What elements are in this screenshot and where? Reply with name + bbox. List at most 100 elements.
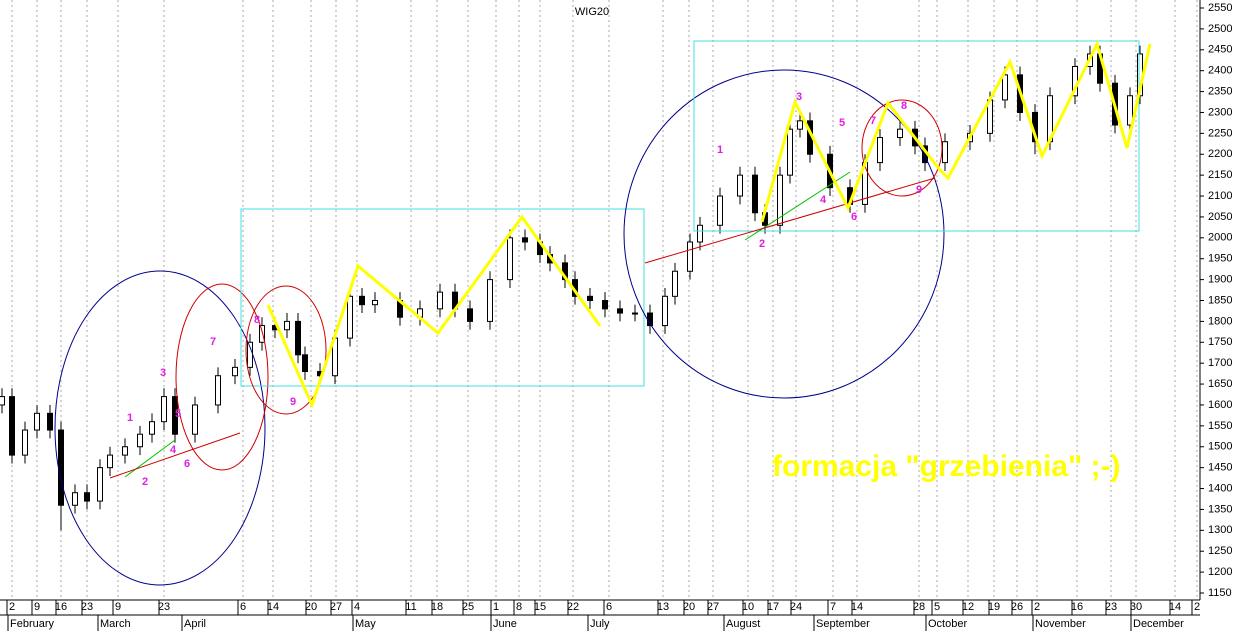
candle-body	[84, 492, 90, 502]
x-tick-label: 4	[354, 601, 360, 613]
x-tick-label: 2	[1034, 601, 1040, 613]
y-tick-label: 2550	[1208, 2, 1232, 14]
x-tick-label: 5	[934, 601, 940, 613]
y-tick-label: 1350	[1208, 503, 1232, 515]
candle-body	[877, 137, 883, 164]
x-tick-label: 9	[115, 601, 121, 613]
candle-body	[0, 396, 5, 406]
candle-body	[9, 396, 15, 456]
wave-label: 5	[839, 117, 845, 129]
x-tick-label: 19	[988, 601, 1000, 613]
candle-body	[259, 325, 265, 343]
candle-body	[602, 300, 608, 310]
x-tick-label: 2	[1194, 601, 1200, 613]
candle-body	[137, 433, 143, 448]
x-tick-label: 13	[657, 601, 669, 613]
x-tick-label: 25	[462, 601, 474, 613]
y-tick-label: 1300	[1208, 524, 1232, 536]
month-label: December	[1133, 618, 1184, 630]
y-tick-label: 1600	[1208, 399, 1232, 411]
y-tick-label: 1500	[1208, 441, 1232, 453]
x-tick-label: 8	[516, 601, 522, 613]
candle-body	[587, 295, 593, 302]
x-tick-label: 15	[534, 601, 546, 613]
candle-body	[172, 396, 178, 435]
candle-body	[897, 128, 903, 139]
zigzag	[266, 214, 602, 410]
x-tick-label: 2	[9, 601, 15, 613]
x-tick-label: 17	[767, 601, 779, 613]
candle-body	[507, 237, 513, 281]
x-tick-label: 22	[567, 601, 579, 613]
ellipse	[175, 283, 269, 471]
candle-body	[215, 375, 221, 406]
month-label: October	[928, 618, 967, 630]
x-tick-label: 6	[606, 601, 612, 613]
candle-body	[697, 224, 703, 243]
y-tick-label: 2050	[1208, 211, 1232, 223]
y-tick-label: 1150	[1208, 587, 1232, 599]
candle-body	[1002, 74, 1008, 101]
y-tick-label: 2400	[1208, 65, 1232, 77]
candle-body	[737, 174, 743, 197]
y-tick-label: 1750	[1208, 336, 1232, 348]
x-tick-label: 23	[158, 601, 170, 613]
month-label: August	[726, 618, 760, 630]
candle-body	[717, 195, 723, 226]
x-tick-label: 18	[431, 601, 443, 613]
y-tick-label: 1900	[1208, 274, 1232, 286]
candle-body	[161, 396, 167, 423]
y-tick-label: 1200	[1208, 566, 1232, 578]
x-tick-label: 20	[683, 601, 695, 613]
x-tick-label: 30	[1130, 601, 1142, 613]
x-tick-label: 12	[962, 601, 974, 613]
x-tick-label: 14	[267, 601, 279, 613]
y-tick-label: 1700	[1208, 357, 1232, 369]
y-tick-label: 1800	[1208, 315, 1232, 327]
candle-body	[662, 295, 668, 327]
x-tick-label: 24	[790, 601, 802, 613]
y-tick-label: 2250	[1208, 127, 1232, 139]
candle-body	[34, 412, 40, 431]
ellipse	[623, 69, 945, 399]
candle-body	[72, 492, 78, 506]
annotation-text: formacja "grzebienia" ;-)	[772, 450, 1121, 483]
candle-body	[372, 300, 378, 306]
x-tick-label: 1	[493, 601, 499, 613]
wave-label: 5	[175, 408, 181, 420]
wave-label: 3	[796, 91, 802, 103]
candle-body	[522, 237, 528, 243]
candle-body	[58, 429, 64, 506]
y-tick-label: 2000	[1208, 232, 1232, 244]
x-tick-label: 7	[830, 601, 836, 613]
y-tick-label: 1650	[1208, 378, 1232, 390]
candle-body	[617, 308, 623, 314]
candle-body	[687, 241, 693, 272]
wave-label: 4	[170, 444, 177, 456]
month-label: March	[100, 618, 131, 630]
month-label: May	[355, 618, 376, 630]
x-tick-label: 20	[305, 601, 317, 613]
candle-body	[437, 291, 443, 310]
trend-line	[644, 177, 936, 264]
trend-line	[124, 439, 176, 478]
wave-label: 9	[916, 184, 922, 196]
wave-label: 1	[717, 144, 723, 156]
x-tick-label: 9	[34, 601, 40, 613]
x-tick-label: 23	[1105, 601, 1117, 613]
box	[693, 40, 1140, 232]
y-tick-label: 1250	[1208, 545, 1232, 557]
wave-label: 1	[127, 412, 133, 424]
x-tick-label: 27	[330, 601, 342, 613]
y-tick-label: 1450	[1208, 462, 1232, 474]
month-label: June	[493, 618, 517, 630]
wave-label: 2	[142, 476, 148, 488]
y-tick-label: 2350	[1208, 85, 1232, 97]
trend-line	[109, 432, 241, 479]
y-tick-label: 2150	[1208, 169, 1232, 181]
wave-label: 6	[184, 458, 190, 470]
candle-body	[295, 320, 301, 356]
month-label: July	[590, 618, 610, 630]
x-tick-label: 14	[1169, 601, 1181, 613]
